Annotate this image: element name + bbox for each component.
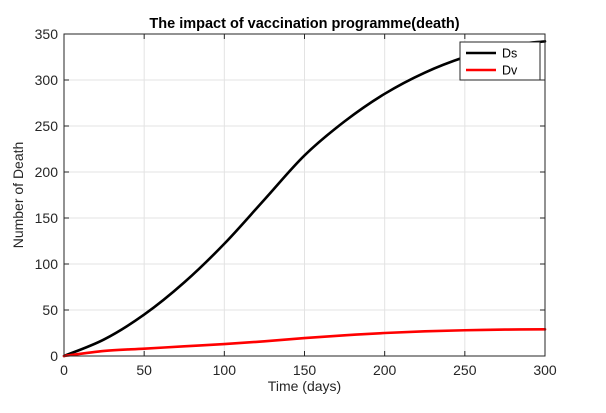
ticks: 0 50 100 150 200 250 300 0 50 100 150 200 250 300 350: [35, 26, 557, 378]
y-axis-label: Number of Death: [10, 142, 26, 249]
x-axis-label: Time (days): [268, 378, 341, 394]
y-tick-label: 350: [35, 26, 59, 42]
y-tick-label: 0: [50, 348, 58, 364]
y-tick-label: 250: [35, 118, 59, 134]
legend-box: [459, 41, 541, 81]
x-tick-label: 100: [213, 362, 237, 378]
x-tick-label: 250: [453, 362, 477, 378]
legend-label-ds: Ds: [502, 47, 517, 61]
x-tick-label: 0: [60, 362, 68, 378]
legend-label-dv: Dv: [502, 64, 518, 78]
y-tick-label: 150: [35, 210, 59, 226]
x-tick-label: 150: [293, 362, 317, 378]
x-tick-label: 200: [373, 362, 397, 378]
x-tick-label: 50: [136, 362, 152, 378]
y-tick-label: 200: [35, 164, 59, 180]
y-tick-label: 300: [35, 72, 59, 88]
legend: Ds Dv: [459, 41, 541, 81]
series-line-dv: [62, 328, 547, 358]
x-tick-label: 300: [533, 362, 557, 378]
y-tick-label: 100: [35, 256, 59, 272]
chart-title: The impact of vaccination programme(deat…: [149, 16, 459, 32]
y-tick-label: 50: [42, 302, 58, 318]
